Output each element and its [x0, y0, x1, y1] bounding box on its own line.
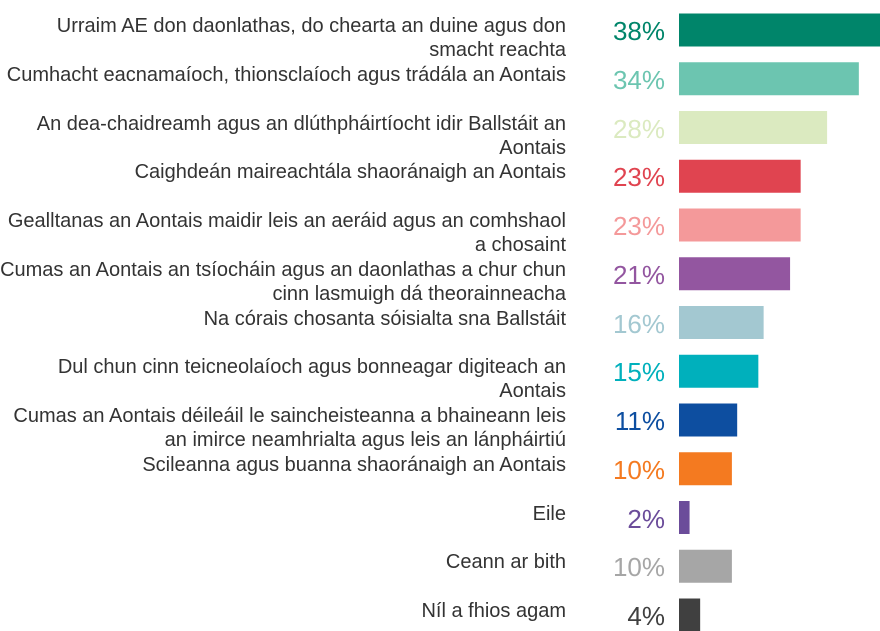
bar [679, 403, 738, 437]
value-label: 16% [612, 308, 665, 339]
bar [679, 62, 859, 96]
bar [679, 501, 690, 534]
value-label: 38% [612, 16, 665, 46]
bar [679, 452, 732, 486]
category-label: Scileanna agus buanna shaoránaigh an Aon… [142, 453, 566, 476]
bar [679, 13, 880, 47]
value-label: 23% [612, 211, 665, 241]
bar [679, 354, 759, 388]
category-label: Caighdeán maireachtála shaoránaigh an Ao… [134, 161, 566, 184]
bar [679, 111, 828, 144]
bar [679, 257, 791, 291]
bar [679, 159, 801, 193]
category-label: Eile [532, 502, 566, 525]
value-label: 34% [612, 64, 665, 95]
value-label: 28% [612, 113, 665, 144]
bar [679, 549, 732, 583]
category-label: Urraim AE don daonlathas, do chearta an … [56, 15, 566, 61]
value-label: 23% [612, 162, 665, 193]
value-label: 10% [612, 552, 665, 583]
category-label: Cumas an Aontais an tsíocháin agus an da… [0, 258, 566, 305]
category-label: Cumas an Aontais déileáil le saincheiste… [13, 405, 566, 451]
category-label: Cumhacht eacnamaíoch, thionsclaíoch agus… [6, 63, 566, 86]
value-label: 15% [612, 357, 665, 388]
value-label: 11% [614, 406, 665, 436]
value-label: 2% [627, 503, 665, 534]
category-label: Ceann ar bith [445, 551, 566, 574]
category-label: Dul chun cinn teicneolaíoch agus bonneag… [57, 356, 566, 403]
value-label: 21% [612, 259, 665, 290]
category-label: An dea-chaidreamh agus an dlúthpháirtíoc… [36, 112, 566, 159]
bar [679, 306, 764, 339]
bar [679, 598, 701, 631]
category-label: Gealltanas an Aontais maidir leis an aer… [7, 210, 566, 256]
value-label: 4% [627, 601, 665, 631]
category-label: Níl a fhios agam [421, 600, 566, 622]
category-label: Na córais chosanta sóisialta sna Ballstá… [203, 307, 566, 330]
bar [679, 208, 801, 242]
value-label: 10% [612, 454, 665, 485]
